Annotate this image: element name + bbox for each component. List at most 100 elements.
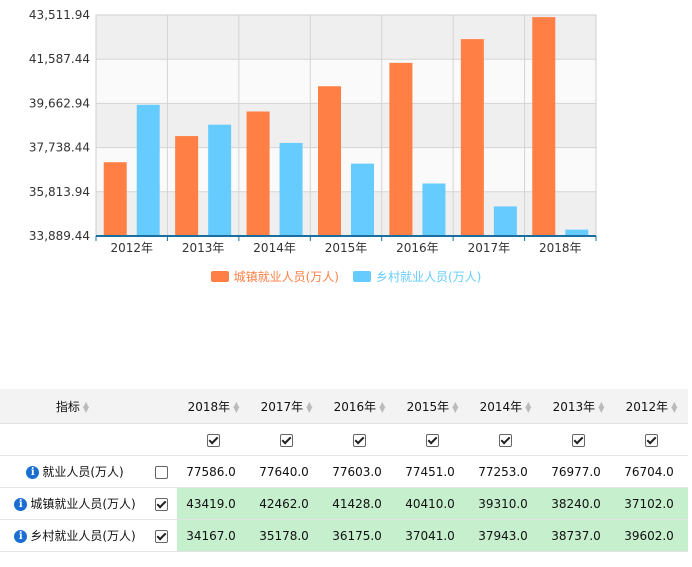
indicator-header[interactable]: 指标 ▲ ▼	[0, 389, 145, 424]
table-cell: 77253.0	[469, 455, 542, 488]
bar-urban	[246, 111, 270, 236]
indicator-header-label: 指标	[55, 399, 80, 414]
bar-rural	[136, 104, 160, 236]
col-header-label: 2018年	[187, 399, 231, 414]
header-spacer	[145, 389, 177, 424]
sort-icon[interactable]: ▲ ▼	[306, 400, 313, 414]
table-cell: 43419.0	[177, 487, 250, 520]
y-tick-label: 39,662.94	[29, 96, 90, 110]
col-header-label: 2014年	[479, 399, 523, 414]
y-tick-label: 33,889.44	[29, 229, 90, 243]
col-header-2016[interactable]: 2016年 ▲ ▼	[323, 389, 396, 424]
row-checkbox[interactable]	[154, 465, 168, 479]
table-cell: 77451.0	[396, 455, 469, 488]
bar-rural	[208, 124, 232, 236]
table-row: i 乡村就业人员(万人) 34167.0 35178.0 36175.0 3704…	[0, 519, 688, 552]
column-checkbox[interactable]	[207, 433, 220, 447]
bar-urban	[103, 162, 127, 236]
sort-icon[interactable]: ▲ ▼	[233, 400, 240, 414]
column-checkbox[interactable]	[572, 433, 585, 447]
col-header-label: 2012年	[625, 399, 669, 414]
bar-rural	[565, 229, 589, 236]
table-cell: 36175.0	[323, 519, 396, 552]
row-label: 就业人员(万人)	[42, 465, 124, 479]
table-cell: 38240.0	[542, 487, 615, 520]
column-checkbox[interactable]	[280, 433, 293, 447]
bar-urban	[532, 17, 556, 237]
legend-item-rural[interactable]: 乡村就业人员(万人)	[353, 268, 481, 285]
legend-swatch-urban	[210, 271, 229, 282]
column-checkbox[interactable]	[353, 433, 366, 447]
x-tick-label: 2017年	[468, 241, 511, 255]
plot-band	[96, 191, 596, 236]
legend-swatch-rural	[353, 271, 371, 282]
x-tick-label: 2014年	[253, 241, 296, 255]
table-cell: 76977.0	[542, 455, 615, 488]
plot-band	[96, 15, 596, 60]
sort-icon[interactable]: ▲ ▼	[525, 400, 532, 414]
table-cell: 77603.0	[323, 455, 396, 488]
plot-band	[96, 103, 596, 148]
col-header-2013[interactable]: 2013年 ▲ ▼	[542, 389, 615, 424]
table-cell: 38737.0	[542, 519, 615, 552]
table-cell: 39602.0	[615, 519, 688, 552]
x-tick-label: 2012年	[110, 241, 153, 255]
info-icon[interactable]: i	[26, 466, 40, 479]
table-cell: 37943.0	[469, 519, 542, 552]
table-cell: 35178.0	[250, 519, 323, 552]
y-tick-label: 41,587.44	[29, 52, 90, 66]
sort-icon[interactable]: ▲ ▼	[379, 400, 386, 414]
col-header-label: 2016年	[333, 399, 377, 414]
table-row: i 城镇就业人员(万人) 43419.0 42462.0 41428.0 4041…	[0, 487, 688, 520]
legend: 城镇就业人员(万人) 乡村就业人员(万人)	[0, 268, 692, 285]
bar-urban	[460, 39, 484, 236]
bar-rural	[279, 142, 303, 236]
col-header-2014[interactable]: 2014年 ▲ ▼	[469, 389, 542, 424]
table-cell: 37041.0	[396, 519, 469, 552]
sort-icon[interactable]: ▲ ▼	[82, 400, 90, 414]
sort-icon[interactable]: ▲ ▼	[671, 400, 678, 414]
info-icon[interactable]: i	[14, 530, 28, 543]
sort-icon[interactable]: ▲ ▼	[452, 400, 459, 414]
table-cell: 77586.0	[177, 455, 250, 488]
col-header-2017[interactable]: 2017年 ▲ ▼	[250, 389, 323, 424]
column-checkbox[interactable]	[499, 433, 512, 447]
bar-urban	[318, 86, 341, 236]
table-cell: 41428.0	[323, 487, 396, 520]
legend-label-urban: 城镇就业人员(万人)	[233, 270, 339, 284]
data-table: 指标 ▲ ▼ 2018年 ▲ ▼ 2017年 ▲ ▼ 2016年 ▲ ▼ 2015年 ▲ ▼ 201…	[0, 389, 688, 552]
table-cell: 42462.0	[250, 487, 323, 520]
col-header-2015[interactable]: 2015年 ▲ ▼	[396, 389, 469, 424]
sort-icon[interactable]: ▲ ▼	[598, 400, 605, 414]
y-tick-label: 35,813.94	[29, 185, 90, 199]
col-header-2018[interactable]: 2018年 ▲ ▼	[177, 389, 250, 424]
column-checkbox[interactable]	[645, 433, 658, 447]
x-tick-label: 2018年	[539, 241, 582, 255]
plot-band	[96, 59, 596, 104]
col-header-label: 2017年	[260, 399, 304, 414]
row-checkbox[interactable]	[154, 529, 168, 543]
col-header-label: 2015年	[406, 399, 450, 414]
bar-urban	[175, 136, 199, 236]
info-icon[interactable]: i	[14, 498, 28, 511]
table-cell: 77640.0	[250, 455, 323, 488]
table-header-row: 指标 ▲ ▼ 2018年 ▲ ▼ 2017年 ▲ ▼ 2016年 ▲ ▼ 2015年 ▲ ▼ 201…	[0, 389, 688, 424]
table-row: i 就业人员(万人) 77586.0 77640.0 77603.0 77451.…	[0, 455, 688, 488]
row-checkbox[interactable]	[154, 497, 168, 511]
legend-label-rural: 乡村就业人员(万人)	[376, 270, 482, 284]
row-label: 城镇就业人员(万人)	[30, 497, 136, 511]
plot-band	[96, 147, 596, 192]
y-tick-label: 43,511.94	[29, 8, 90, 22]
column-checkbox[interactable]	[426, 433, 439, 447]
x-tick-label: 2016年	[396, 241, 439, 255]
col-header-2012[interactable]: 2012年 ▲ ▼	[615, 389, 688, 424]
column-checkbox-row	[0, 423, 688, 456]
y-tick-label: 37,738.44	[29, 141, 90, 155]
bar-rural	[493, 206, 517, 236]
table-cell: 39310.0	[469, 487, 542, 520]
table-cell: 76704.0	[615, 455, 688, 488]
table-cell: 40410.0	[396, 487, 469, 520]
legend-item-urban[interactable]: 城镇就业人员(万人)	[210, 268, 339, 285]
table-cell: 34167.0	[177, 519, 250, 552]
x-tick-label: 2015年	[325, 241, 368, 255]
